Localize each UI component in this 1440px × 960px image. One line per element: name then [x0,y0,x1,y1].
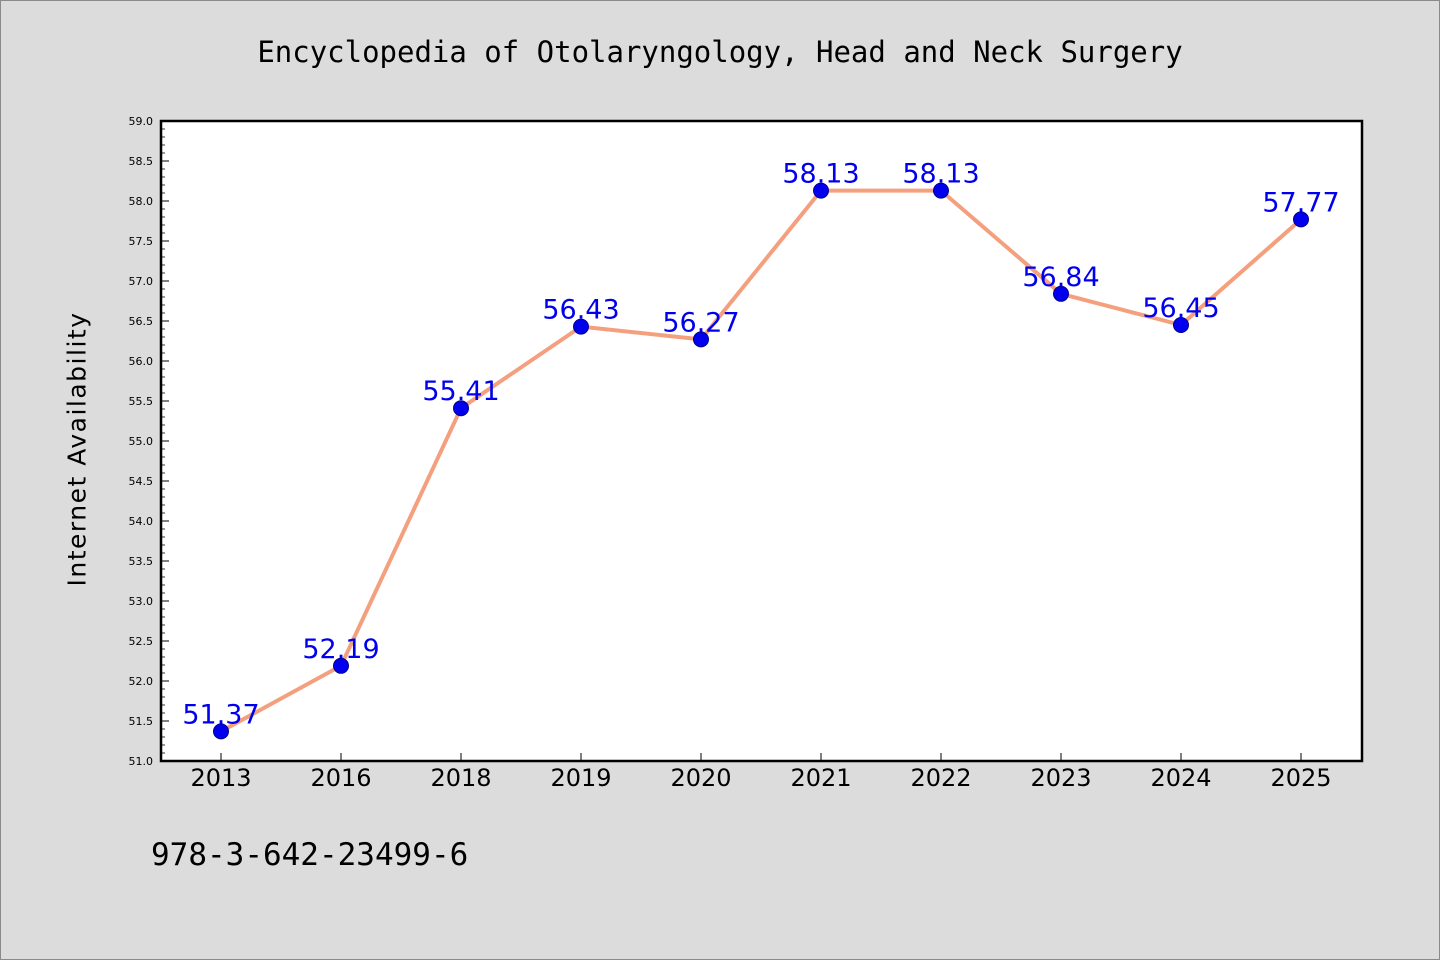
plot-area [159,119,1364,763]
data-label: 56.84 [1022,262,1099,293]
data-label: 51.37 [182,699,259,730]
data-point [453,400,469,417]
y-tick-label: 54.5 [129,475,154,488]
data-point [1293,211,1309,228]
y-tick-label: 57.0 [129,275,154,288]
data-point [1053,285,1069,302]
data-label: 57.77 [1262,187,1339,218]
y-tick-label: 58.5 [129,155,154,168]
y-tick-label: 51.5 [129,715,154,728]
y-tick-label: 54.0 [129,515,154,528]
y-tick-label: 55.5 [129,395,154,408]
x-tick-label: 2024 [1150,764,1211,792]
y-tick-label: 59.0 [129,115,154,128]
x-tick-label: 2025 [1270,764,1331,792]
y-tick-label: 56.5 [129,315,154,328]
data-label: 58.13 [782,159,859,190]
data-point [213,723,229,740]
x-tick-label: 2013 [190,764,251,792]
x-tick-label: 2023 [1030,764,1091,792]
data-point [333,657,349,674]
y-tick-label: 53.0 [129,595,154,608]
x-tick-label: 2021 [790,764,851,792]
y-tick-label: 53.5 [129,555,154,568]
y-tick-label: 51.0 [129,755,154,768]
y-tick-label: 55.0 [129,435,154,448]
y-tick-label: 52.0 [129,675,154,688]
data-point [1173,317,1189,333]
series-line [220,188,1303,734]
chart-title: Encyclopedia of Otolaryngology, Head and… [257,35,1183,69]
data-label: 55.41 [422,376,499,407]
data-label: 56.27 [662,307,739,338]
data-point [573,318,589,335]
data-point [693,331,709,348]
y-tick-label: 58.0 [129,195,154,208]
x-tick-label: 2022 [910,764,971,792]
data-label: 52.19 [302,634,379,665]
x-tick-label: 2020 [670,764,731,792]
y-tick-label: 52.5 [129,635,154,648]
data-label: 56.45 [1142,293,1219,324]
isbn-text: 978-3-642-23499-6 [151,837,469,873]
data-label: 58.13 [902,159,979,190]
data-label: 56.43 [542,295,619,326]
data-point [933,182,949,199]
x-tick-label: 2019 [550,764,611,792]
data-point [813,182,829,199]
x-tick-label: 2018 [430,764,491,792]
y-tick-label: 57.5 [129,235,154,248]
y-tick-label: 56.0 [129,355,154,368]
x-tick-label: 2016 [310,764,371,792]
